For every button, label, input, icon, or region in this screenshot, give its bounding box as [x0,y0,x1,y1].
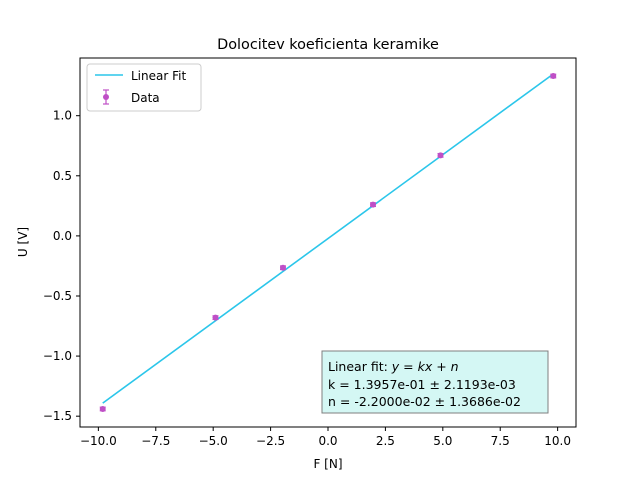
legend-data-label: Data [131,91,160,105]
y-axis-ticks: −1.5 −1.0 −0.5 0.0 0.5 1.0 [43,109,80,423]
data-point [550,73,557,80]
x-tick-label: 2.5 [376,434,395,448]
annotation-line-2: k = 1.3957e-01 ± 2.1193e-03 [328,377,516,392]
annotation-formula: y = kx + n [391,359,459,374]
x-tick-label: −10.0 [80,434,117,448]
x-tick-label: 10.0 [544,434,571,448]
x-tick-label: −5.0 [199,434,228,448]
x-axis-ticks: −10.0 −7.5 −5.0 −2.5 0.0 2.5 5.0 7.5 10.0 [80,427,571,448]
plot-area [99,73,557,412]
data-point [99,405,106,412]
legend: Linear Fit Data [86,63,202,112]
y-tick-label: −0.5 [43,289,72,303]
x-tick-label: −7.5 [141,434,170,448]
y-tick-label: −1.0 [43,349,72,363]
annotation-background [321,350,549,414]
annotation-line-3: n = -2.2000e-02 ± 1.3686e-02 [328,394,521,409]
data-point [437,152,444,159]
legend-fit-label: Linear Fit [131,69,186,83]
x-axis-label: F [N] [313,457,342,471]
data-point [279,264,286,271]
y-axis-label: U [V] [16,227,30,257]
x-tick-label: −2.5 [256,434,285,448]
y-tick-label: 0.0 [53,229,72,243]
fit-line [102,73,554,404]
data-point [370,201,377,208]
x-tick-label: 0.0 [318,434,337,448]
annotation-line-1: Linear fit: y = kx + n [328,359,459,374]
chart-title: Dolocitev koeficienta keramike [217,37,439,53]
y-tick-label: 0.5 [53,169,72,183]
x-tick-label: 7.5 [491,434,510,448]
y-tick-label: −1.5 [43,409,72,423]
y-tick-label: 1.0 [53,109,72,123]
x-tick-label: 5.0 [433,434,452,448]
data-point [212,314,219,321]
annotation-prefix: Linear fit: [328,359,392,374]
fit-annotation-box: Linear fit: y = kx + n k = 1.3957e-01 ± … [321,350,549,414]
legend-data-marker [103,94,109,100]
